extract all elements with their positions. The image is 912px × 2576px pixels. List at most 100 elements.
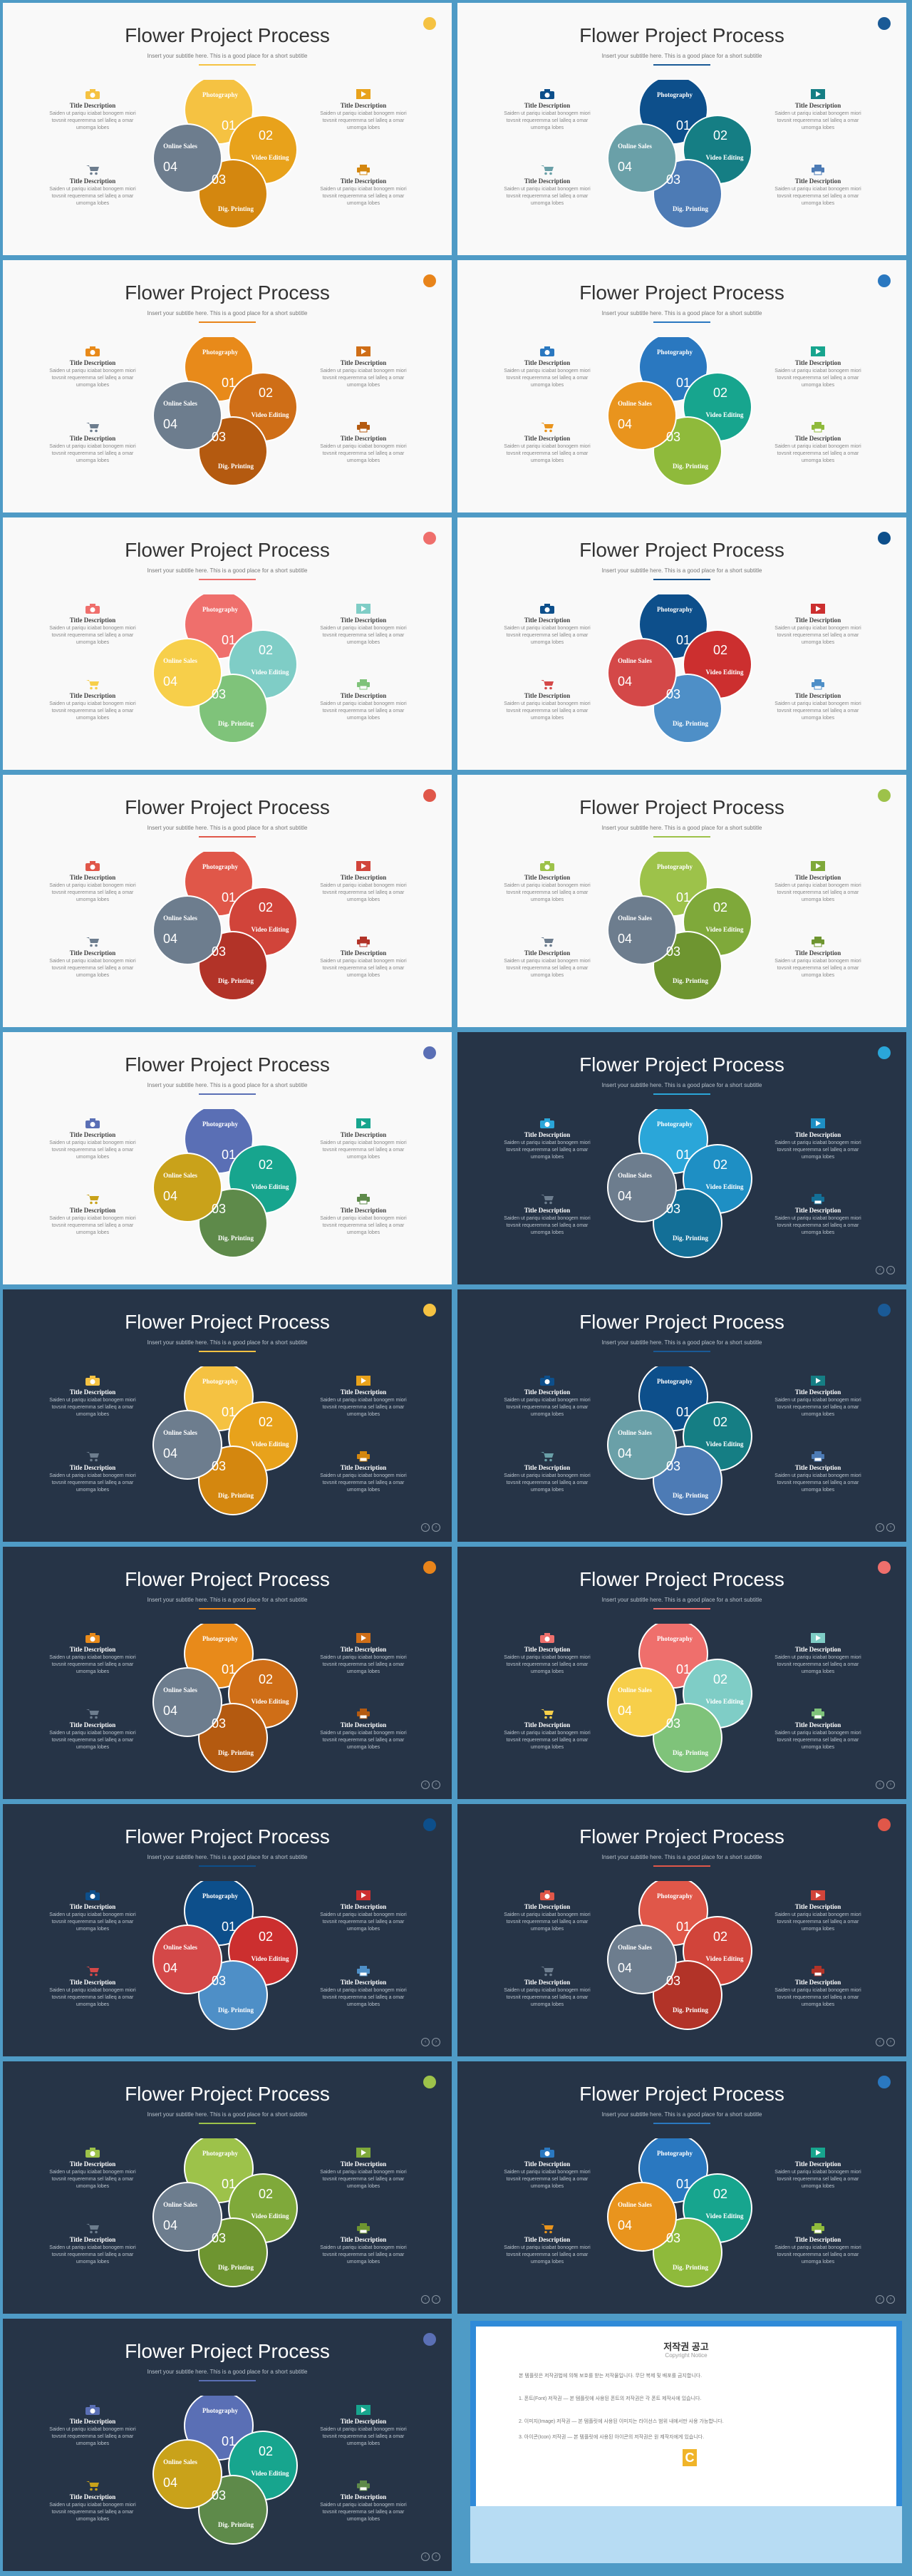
feature-title: Title Description bbox=[524, 874, 571, 881]
slide: Flower Project Process Insert your subti… bbox=[457, 1289, 906, 1542]
slide-subtitle: Insert your subtitle here. This is a goo… bbox=[601, 1082, 762, 1088]
petal-label-video: Video Editing bbox=[252, 1441, 289, 1448]
video-icon bbox=[314, 603, 413, 614]
feature-block: Title Description Saiden ut pariqu iciab… bbox=[314, 1708, 413, 1751]
slide: Flower Project Process Insert your subti… bbox=[3, 517, 452, 770]
feature-block: Title Description Saiden ut pariqu iciab… bbox=[314, 2480, 413, 2523]
petal-label-photography: Photography bbox=[202, 2150, 239, 2157]
petal-label-printing: Dig. Printing bbox=[218, 2264, 254, 2271]
feature-text: Saiden ut pariqu iciabat bonogem miori t… bbox=[49, 111, 136, 130]
petal-label-photography: Photography bbox=[202, 606, 239, 613]
petal-number-04: 04 bbox=[618, 1189, 632, 1203]
copyright-paragraph: 본 템플릿은 저작권법에 의해 보호를 받는 저작물입니다. 무단 복제 및 배… bbox=[519, 2374, 703, 2379]
feature-text: Saiden ut pariqu iciabat bonogem miori t… bbox=[320, 1988, 407, 2007]
petal-label-video: Video Editing bbox=[706, 1441, 744, 1448]
petal-online-sales bbox=[152, 895, 222, 965]
feature-text: Saiden ut pariqu iciabat bonogem miori t… bbox=[504, 1473, 591, 1493]
feature-block: Title Description Saiden ut pariqu iciab… bbox=[497, 88, 597, 132]
feature-block: Title Description Saiden ut pariqu iciab… bbox=[314, 936, 413, 979]
printer-icon bbox=[768, 164, 868, 175]
petal-label-video: Video Editing bbox=[706, 1698, 744, 1705]
slide-title: Flower Project Process bbox=[579, 1568, 784, 1590]
printer-icon bbox=[314, 679, 413, 690]
feature-title: Title Description bbox=[794, 1903, 841, 1910]
petal-label-online: Online Sales bbox=[163, 1944, 197, 1951]
prev-icon: ‹ bbox=[876, 2295, 884, 2304]
feature-title: Title Description bbox=[524, 435, 571, 442]
prev-icon: ‹ bbox=[421, 1523, 430, 1532]
petal-label-online: Online Sales bbox=[618, 400, 652, 407]
petal-label-online: Online Sales bbox=[618, 143, 652, 150]
feature-text: Saiden ut pariqu iciabat bonogem miori t… bbox=[320, 2503, 407, 2522]
feature-text: Saiden ut pariqu iciabat bonogem miori t… bbox=[49, 1473, 136, 1493]
cart-icon bbox=[497, 679, 597, 690]
next-icon: › bbox=[886, 2295, 895, 2304]
prev-icon: ‹ bbox=[421, 2038, 430, 2046]
slide-subtitle: Insert your subtitle here. This is a goo… bbox=[601, 1854, 762, 1860]
feature-text: Saiden ut pariqu iciabat bonogem miori t… bbox=[49, 959, 136, 978]
petal-label-printing: Dig. Printing bbox=[673, 1235, 709, 1242]
petal-number-04: 04 bbox=[618, 1446, 632, 1460]
petal-online-sales bbox=[607, 123, 677, 193]
feature-text: Saiden ut pariqu iciabat bonogem miori t… bbox=[504, 187, 591, 206]
feature-title: Title Description bbox=[69, 2418, 116, 2425]
feature-text: Saiden ut pariqu iciabat bonogem miori t… bbox=[504, 1731, 591, 1750]
feature-title: Title Description bbox=[340, 1464, 387, 1471]
feature-text: Saiden ut pariqu iciabat bonogem miori t… bbox=[774, 1216, 861, 1235]
petal-label-online: Online Sales bbox=[163, 2201, 197, 2208]
feature-block: Title Description Saiden ut pariqu iciab… bbox=[768, 1632, 868, 1676]
petal-label-video: Video Editing bbox=[252, 1955, 289, 1962]
petal-number-04: 04 bbox=[163, 2218, 177, 2232]
feature-text: Saiden ut pariqu iciabat bonogem miori t… bbox=[504, 1140, 591, 1160]
feature-text: Saiden ut pariqu iciabat bonogem miori t… bbox=[49, 1988, 136, 2007]
feature-text: Saiden ut pariqu iciabat bonogem miori t… bbox=[774, 369, 861, 388]
slide-number-badge bbox=[423, 17, 436, 30]
petal-label-online: Online Sales bbox=[163, 1686, 197, 1694]
petal-online-sales bbox=[152, 1410, 222, 1480]
feature-block: Title Description Saiden ut pariqu iciab… bbox=[497, 2147, 597, 2190]
camera-icon bbox=[497, 1632, 597, 1644]
petal-label-video: Video Editing bbox=[706, 2212, 744, 2220]
prev-icon: ‹ bbox=[876, 1781, 884, 1789]
feature-title: Title Description bbox=[524, 1131, 571, 1138]
feature-title: Title Description bbox=[794, 1389, 841, 1396]
feature-block: Title Description Saiden ut pariqu iciab… bbox=[768, 1375, 868, 1418]
flower-diagram: Photography Video Editing Dig. Printing … bbox=[607, 594, 752, 743]
feature-block: Title Description Saiden ut pariqu iciab… bbox=[43, 164, 142, 207]
next-icon: › bbox=[432, 2552, 440, 2561]
slide-number-badge bbox=[423, 274, 436, 287]
feature-block: Title Description Saiden ut pariqu iciab… bbox=[43, 1375, 142, 1418]
petal-number-02: 02 bbox=[259, 2187, 273, 2201]
petal-number-03: 03 bbox=[212, 1974, 226, 1988]
petal-online-sales bbox=[152, 1925, 222, 1994]
feature-text: Saiden ut pariqu iciabat bonogem miori t… bbox=[320, 1473, 407, 1493]
slide-title: Flower Project Process bbox=[125, 796, 330, 818]
petal-online-sales bbox=[607, 381, 677, 450]
feature-block: Title Description Saiden ut pariqu iciab… bbox=[43, 679, 142, 722]
petal-label-printing: Dig. Printing bbox=[673, 720, 709, 727]
petal-number-01: 01 bbox=[222, 2177, 236, 2191]
next-icon: › bbox=[886, 2038, 895, 2046]
feature-text: Saiden ut pariqu iciabat bonogem miori t… bbox=[774, 444, 861, 463]
video-icon bbox=[768, 603, 868, 614]
feature-title: Title Description bbox=[340, 2236, 387, 2243]
printer-icon bbox=[768, 1965, 868, 1977]
petal-number-01: 01 bbox=[222, 1662, 236, 1676]
slide-title: Flower Project Process bbox=[125, 1568, 330, 1590]
feature-block: Title Description Saiden ut pariqu iciab… bbox=[497, 860, 597, 904]
feature-block: Title Description Saiden ut pariqu iciab… bbox=[43, 1632, 142, 1676]
petal-number-03: 03 bbox=[666, 687, 680, 701]
feature-block: Title Description Saiden ut pariqu iciab… bbox=[768, 1193, 868, 1237]
slide: Flower Project Process Insert your subti… bbox=[457, 775, 906, 1027]
petal-label-video: Video Editing bbox=[252, 1698, 289, 1705]
petal-online-sales bbox=[152, 2439, 222, 2509]
feature-title: Title Description bbox=[794, 1979, 841, 1986]
feature-text: Saiden ut pariqu iciabat bonogem miori t… bbox=[320, 883, 407, 902]
cart-icon bbox=[43, 1965, 142, 1977]
title-rule bbox=[653, 2123, 710, 2124]
petal-label-photography: Photography bbox=[657, 349, 693, 356]
feature-title: Title Description bbox=[794, 1464, 841, 1471]
petal-number-04: 04 bbox=[163, 2475, 177, 2490]
petal-label-printing: Dig. Printing bbox=[673, 1749, 709, 1756]
petal-number-02: 02 bbox=[259, 386, 273, 400]
